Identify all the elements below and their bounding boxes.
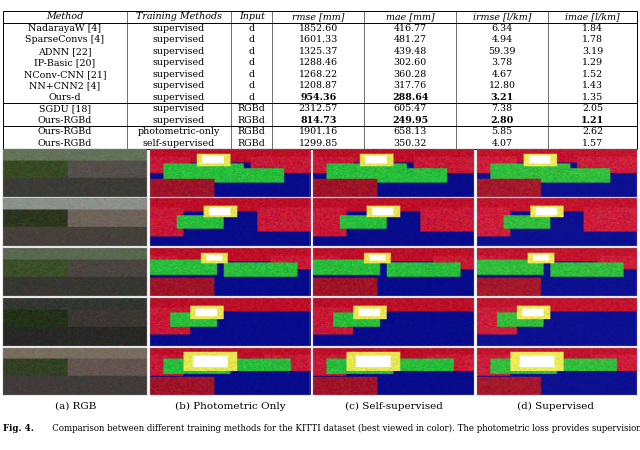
Text: supervised: supervised bbox=[153, 24, 205, 33]
Text: 302.60: 302.60 bbox=[394, 58, 427, 68]
Text: 59.39: 59.39 bbox=[488, 47, 516, 56]
Text: 1268.22: 1268.22 bbox=[299, 70, 338, 79]
Text: 1852.60: 1852.60 bbox=[299, 24, 338, 33]
Text: supervised: supervised bbox=[153, 70, 205, 79]
Text: 1208.87: 1208.87 bbox=[299, 81, 338, 90]
Text: self-supervised: self-supervised bbox=[143, 139, 215, 148]
Text: supervised: supervised bbox=[153, 36, 205, 45]
Text: 3.21: 3.21 bbox=[490, 93, 514, 102]
Text: NN+CNN2 [4]: NN+CNN2 [4] bbox=[29, 81, 100, 90]
Text: photometric-only: photometric-only bbox=[138, 127, 220, 136]
Text: 1325.37: 1325.37 bbox=[299, 47, 338, 56]
Text: Input: Input bbox=[239, 13, 265, 22]
Text: 2.62: 2.62 bbox=[582, 127, 603, 136]
Text: d: d bbox=[249, 70, 255, 79]
Text: RGBd: RGBd bbox=[238, 104, 266, 113]
Text: Ours-RGBd: Ours-RGBd bbox=[38, 127, 92, 136]
Text: mae [mm]: mae [mm] bbox=[386, 13, 435, 22]
Text: Ours-d: Ours-d bbox=[49, 93, 81, 102]
Text: 6.34: 6.34 bbox=[492, 24, 513, 33]
Text: (b) Photometric Only: (b) Photometric Only bbox=[175, 401, 286, 411]
Text: supervised: supervised bbox=[153, 116, 205, 125]
Text: 605.47: 605.47 bbox=[394, 104, 427, 113]
Text: 1.52: 1.52 bbox=[582, 70, 603, 79]
Text: d: d bbox=[249, 24, 255, 33]
Text: 1299.85: 1299.85 bbox=[299, 139, 338, 148]
Text: 2312.57: 2312.57 bbox=[299, 104, 338, 113]
Text: 360.28: 360.28 bbox=[394, 70, 427, 79]
Text: supervised: supervised bbox=[153, 81, 205, 90]
Text: NadarayaW [4]: NadarayaW [4] bbox=[28, 24, 102, 33]
Text: 1.21: 1.21 bbox=[581, 116, 604, 125]
Text: 1.43: 1.43 bbox=[582, 81, 603, 90]
Text: imae [l/km]: imae [l/km] bbox=[565, 13, 620, 22]
Text: IP-Basic [20]: IP-Basic [20] bbox=[35, 58, 95, 68]
Text: (c) Self-supervised: (c) Self-supervised bbox=[344, 401, 442, 411]
Text: Ours-RGBd: Ours-RGBd bbox=[38, 139, 92, 148]
Text: 1601.33: 1601.33 bbox=[299, 36, 338, 45]
Text: 1.84: 1.84 bbox=[582, 24, 603, 33]
Text: 7.38: 7.38 bbox=[492, 104, 513, 113]
Text: 4.94: 4.94 bbox=[492, 36, 513, 45]
Text: supervised: supervised bbox=[153, 58, 205, 68]
Text: 2.80: 2.80 bbox=[490, 116, 514, 125]
Text: 317.76: 317.76 bbox=[394, 81, 427, 90]
Text: d: d bbox=[249, 36, 255, 45]
Text: RGBd: RGBd bbox=[238, 127, 266, 136]
Text: RGBd: RGBd bbox=[238, 116, 266, 125]
Text: NConv-CNN [21]: NConv-CNN [21] bbox=[24, 70, 106, 79]
Text: 1901.16: 1901.16 bbox=[299, 127, 338, 136]
Text: supervised: supervised bbox=[153, 93, 205, 102]
Text: 814.73: 814.73 bbox=[300, 116, 337, 125]
Text: (a) RGB: (a) RGB bbox=[56, 402, 97, 411]
Text: 4.07: 4.07 bbox=[492, 139, 513, 148]
Text: irmse [l/km]: irmse [l/km] bbox=[473, 13, 531, 22]
Text: 439.48: 439.48 bbox=[394, 47, 427, 56]
Text: Ours-RGBd: Ours-RGBd bbox=[38, 116, 92, 125]
Text: 249.95: 249.95 bbox=[392, 116, 428, 125]
Text: 5.85: 5.85 bbox=[492, 127, 513, 136]
Text: 1.57: 1.57 bbox=[582, 139, 603, 148]
Text: 3.19: 3.19 bbox=[582, 47, 603, 56]
Text: SparseConvs [4]: SparseConvs [4] bbox=[26, 36, 104, 45]
Text: 350.32: 350.32 bbox=[394, 139, 427, 148]
Text: 3.78: 3.78 bbox=[492, 58, 513, 68]
Text: RGBd: RGBd bbox=[238, 139, 266, 148]
Text: supervised: supervised bbox=[153, 104, 205, 113]
Text: 1.78: 1.78 bbox=[582, 36, 603, 45]
Text: Comparison between different training methods for the KITTI dataset (best viewed: Comparison between different training me… bbox=[44, 423, 640, 433]
Text: d: d bbox=[249, 47, 255, 56]
Text: d: d bbox=[249, 93, 255, 102]
Text: rmse [mm]: rmse [mm] bbox=[292, 13, 345, 22]
Text: d: d bbox=[249, 58, 255, 68]
Text: Training Methods: Training Methods bbox=[136, 13, 222, 22]
Text: 1.35: 1.35 bbox=[582, 93, 603, 102]
Text: 12.80: 12.80 bbox=[489, 81, 516, 90]
Text: 416.77: 416.77 bbox=[394, 24, 427, 33]
Text: 4.67: 4.67 bbox=[492, 70, 513, 79]
Text: 481.27: 481.27 bbox=[394, 36, 427, 45]
Text: Fig. 4.: Fig. 4. bbox=[3, 423, 34, 432]
Text: 1288.46: 1288.46 bbox=[299, 58, 338, 68]
Text: SGDU [18]: SGDU [18] bbox=[39, 104, 91, 113]
Text: 2.05: 2.05 bbox=[582, 104, 603, 113]
Text: 288.64: 288.64 bbox=[392, 93, 429, 102]
Text: supervised: supervised bbox=[153, 47, 205, 56]
Text: (d) Supervised: (d) Supervised bbox=[517, 401, 594, 411]
Text: ADNN [22]: ADNN [22] bbox=[38, 47, 92, 56]
Text: 954.36: 954.36 bbox=[300, 93, 337, 102]
Text: d: d bbox=[249, 81, 255, 90]
Text: 658.13: 658.13 bbox=[394, 127, 427, 136]
Text: 1.29: 1.29 bbox=[582, 58, 603, 68]
Text: Method: Method bbox=[46, 13, 84, 22]
